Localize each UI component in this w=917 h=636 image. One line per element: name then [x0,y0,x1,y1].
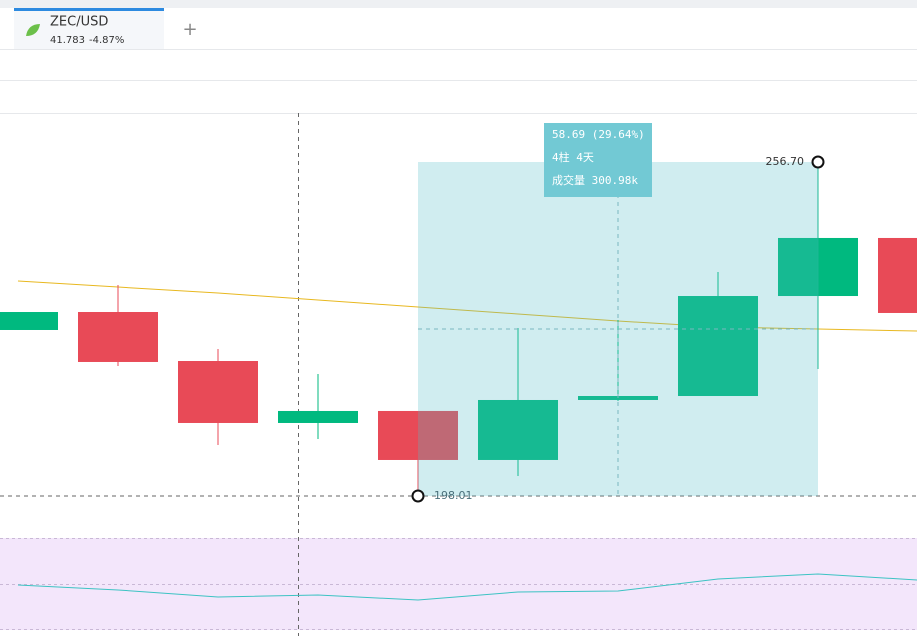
tab-symbol: ZEC/USD [50,15,108,30]
tab-price: 41.783 [50,35,85,46]
candle-body [378,410,458,460]
candle-body [878,237,917,313]
measure-handle [811,155,825,169]
top-bar [0,0,917,8]
tooltip-bars: 4柱 4天 [552,150,594,164]
candle-body [278,410,358,423]
candle-body [178,361,258,423]
candle-body [478,399,558,460]
measure-tooltip [544,123,652,197]
tab-change: -4.87% [89,35,124,46]
moving-average [17,280,917,332]
tooltip-change: 58.69 (29.64%) [552,128,645,141]
candle-body [78,312,158,362]
tab-icon [26,24,40,36]
add-tab[interactable]: + [182,19,197,40]
tab[interactable] [14,8,164,49]
low-label: 198.01 [434,489,473,502]
tab-indicator [14,8,164,11]
candle-body [0,312,58,330]
candle-body [678,296,758,397]
measure-handle [411,489,425,503]
high-label: 256.70 [766,155,805,168]
tooltip-volume: 成交量 300.98k [552,173,638,187]
indicator-line [17,573,917,601]
